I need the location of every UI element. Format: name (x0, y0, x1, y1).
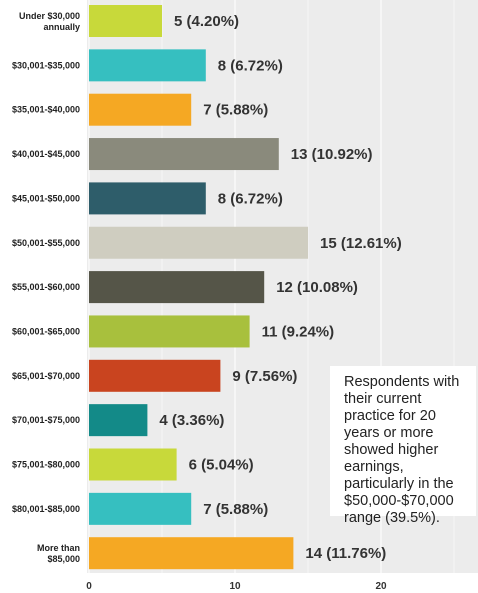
data-label: 7 (5.88%) (203, 102, 268, 119)
x-axis-ticks: 0 10 20 (86, 581, 387, 592)
data-label: 4 (3.36%) (159, 412, 224, 429)
data-label: 15 (12.61%) (320, 235, 402, 252)
category-label: $45,001-$50,000 (12, 193, 80, 203)
x-tick-label: 0 (86, 581, 92, 592)
category-label: $55,001-$60,000 (12, 282, 80, 292)
bar (89, 271, 264, 303)
category-label: $65,001-$70,000 (12, 371, 80, 381)
data-label: 12 (10.08%) (276, 279, 358, 296)
data-label: 8 (6.72%) (218, 57, 283, 74)
data-label: 13 (10.92%) (291, 146, 373, 163)
bar (89, 5, 162, 37)
bar (89, 227, 308, 259)
bar (89, 360, 220, 392)
category-label: Under $30,000 annually (19, 11, 80, 32)
bar (89, 315, 250, 347)
category-label: $30,001-$35,000 (12, 60, 80, 70)
data-label: 6 (5.04%) (189, 457, 254, 474)
category-label: $50,001-$55,000 (12, 238, 80, 248)
category-labels: Under $30,000 annually $30,001-$35,000 $35,… (12, 11, 80, 564)
bar (89, 94, 191, 126)
category-label: $40,001-$45,000 (12, 149, 80, 159)
category-label: $70,001-$75,000 (12, 415, 80, 425)
bar (89, 182, 206, 214)
category-label: $75,001-$80,000 (12, 460, 80, 470)
category-label: $35,001-$40,000 (12, 105, 80, 115)
bar (89, 449, 177, 481)
bar (89, 404, 147, 436)
x-tick-label: 10 (229, 581, 241, 592)
data-label: 8 (6.72%) (218, 190, 283, 207)
bar (89, 138, 279, 170)
category-label: $60,001-$65,000 (12, 326, 80, 336)
annotation-callout: Respondents with their current practice … (330, 366, 476, 516)
data-label: 5 (4.20%) (174, 13, 239, 30)
data-label: 14 (11.76%) (305, 545, 386, 562)
bar (89, 493, 191, 525)
data-label: 9 (7.56%) (232, 368, 297, 385)
bar (89, 537, 293, 569)
category-label: More than $85,000 (37, 543, 80, 564)
data-label: 11 (9.24%) (262, 323, 335, 340)
x-tick-label: 20 (375, 581, 387, 592)
bar (89, 49, 206, 81)
category-label: $80,001-$85,000 (12, 504, 80, 514)
data-label: 7 (5.88%) (203, 501, 268, 518)
